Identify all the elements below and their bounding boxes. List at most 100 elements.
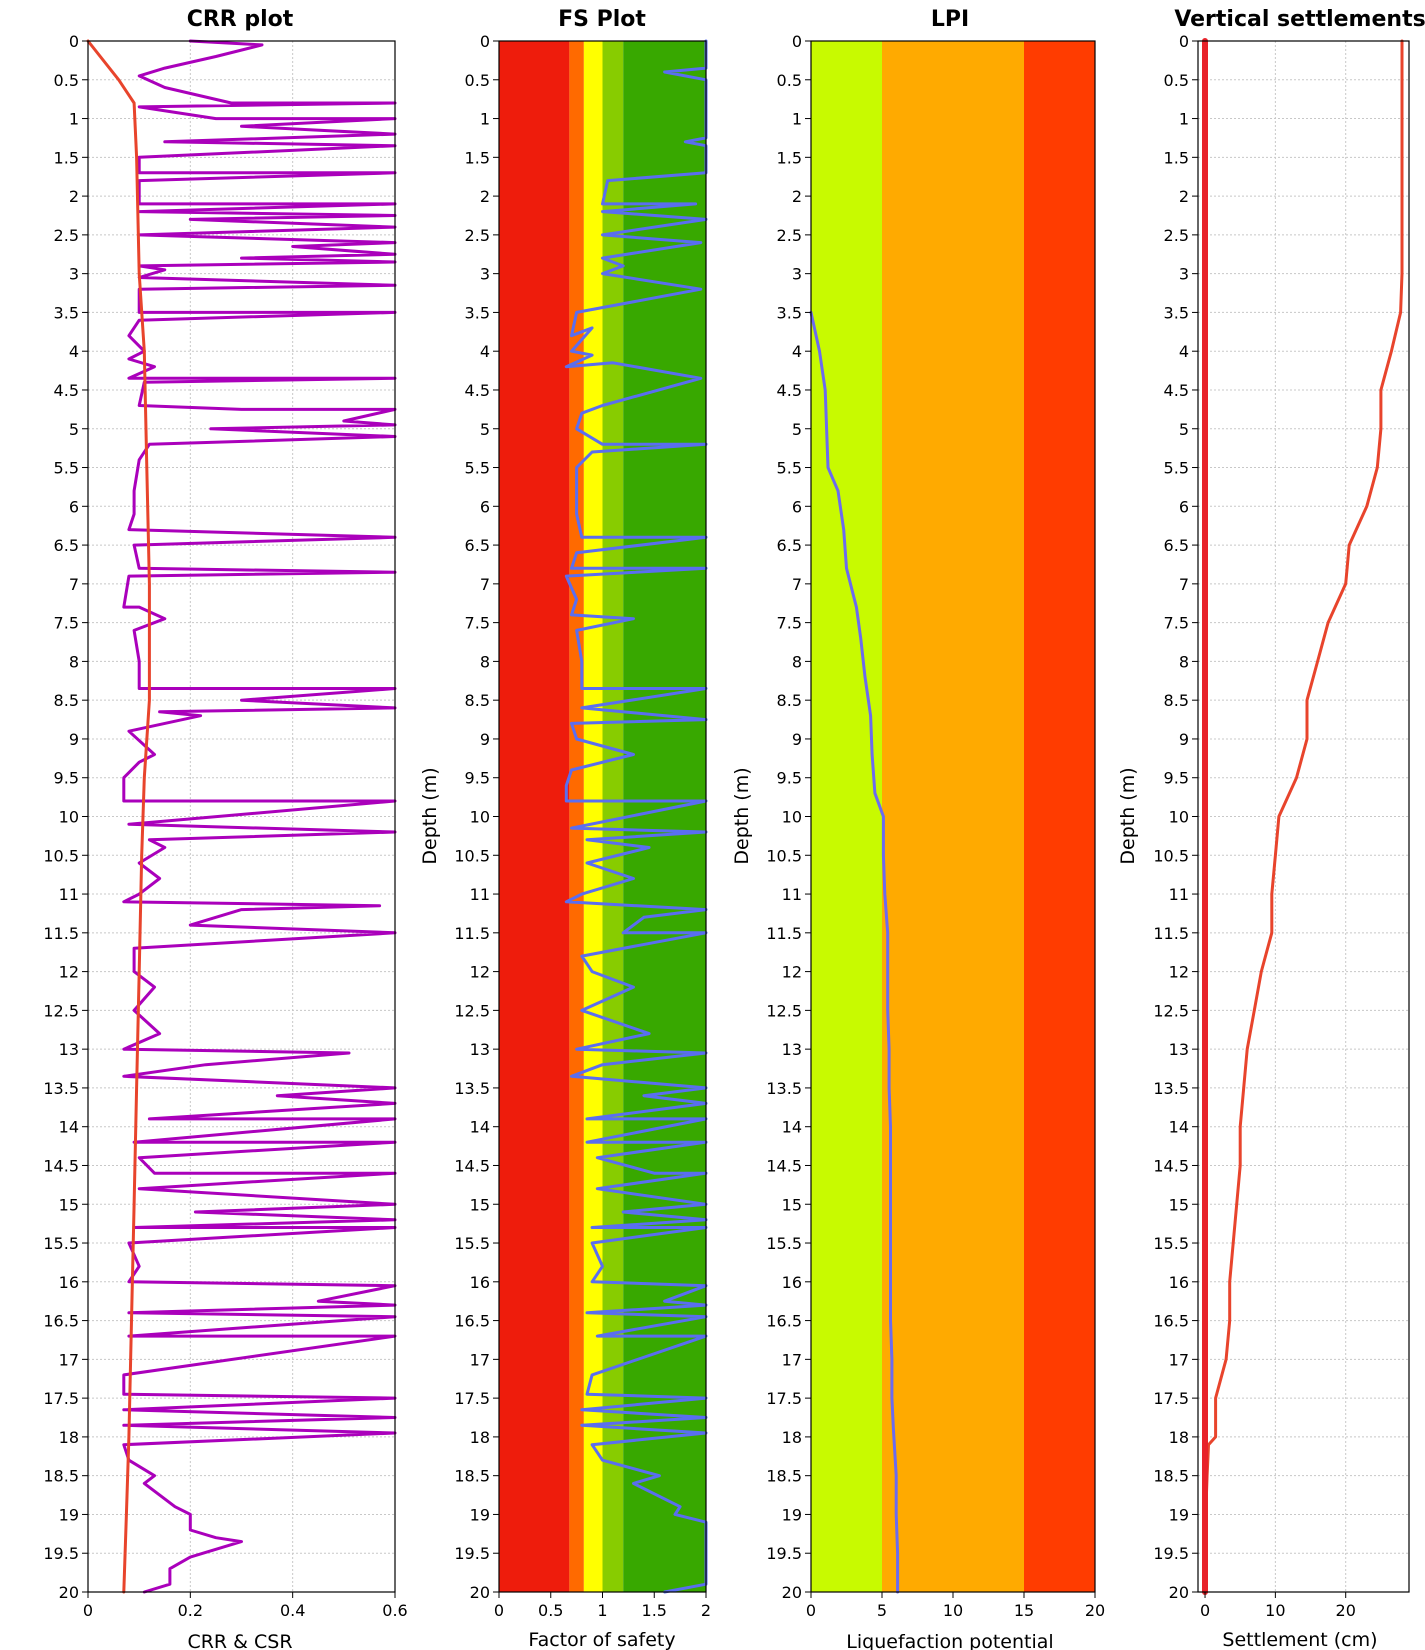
- vs-ytick-label-5: 2.5: [1164, 226, 1189, 245]
- vs-ytick-label-29: 14.5: [1153, 1156, 1189, 1175]
- crr-xtick-label-1: 0.2: [178, 1601, 203, 1620]
- vs-ytick-label-12: 6: [1179, 497, 1189, 516]
- lpi-series: [809, 310, 900, 1594]
- vs-ytick-label-10: 5: [1179, 420, 1189, 439]
- vs-series-0: [1203, 39, 1404, 1594]
- crr-xtick-label-0: 0: [83, 1601, 93, 1620]
- fs-xlabel: Factor of safety: [528, 1629, 675, 1650]
- lpi-ytick-label-10: 5: [792, 420, 802, 439]
- lpi-ylabel: Depth (m): [731, 767, 753, 864]
- fs-title: FS Plot: [558, 7, 646, 32]
- vs-ytick-label-31: 15.5: [1153, 1234, 1189, 1253]
- fs-ytick-label-33: 16.5: [454, 1312, 490, 1331]
- lpi-ytick-label-36: 18: [782, 1428, 802, 1447]
- lpi-ytick-label-7: 3.5: [777, 303, 802, 322]
- fs-xtick-label-1: 0.5: [538, 1601, 563, 1620]
- vs-ytick-label-16: 8: [1179, 652, 1189, 671]
- vs-panel: Vertical settlements 00.511.522.533.544.…: [1117, 7, 1425, 1650]
- fs-ytick-label-38: 19: [470, 1505, 490, 1524]
- crr-ytick-label-13: 6.5: [54, 536, 79, 555]
- fs-ytick-label-18: 9: [480, 730, 490, 749]
- lpi-ytick-label-31: 15.5: [766, 1234, 802, 1253]
- vs-ytick-label-6: 3: [1179, 265, 1189, 284]
- crr-ytick-label-33: 16.5: [43, 1312, 79, 1331]
- vs-ytick-label-7: 3.5: [1164, 303, 1189, 322]
- vs-ytick-label-22: 11: [1169, 885, 1189, 904]
- vs-ytick-label-32: 16: [1169, 1273, 1189, 1292]
- fs-ytick-label-21: 10.5: [454, 846, 490, 865]
- crr-ytick-label-15: 7.5: [54, 614, 79, 633]
- crr-ytick-label-27: 13.5: [43, 1079, 79, 1098]
- crr-series-1: [86, 39, 151, 1594]
- crr-ytick-label-28: 14: [59, 1118, 79, 1137]
- vs-ytick-label-26: 13: [1169, 1040, 1189, 1059]
- lpi-ytick-label-40: 20: [782, 1583, 802, 1602]
- crr-ytick-label-10: 5: [69, 420, 79, 439]
- vs-grid: [1198, 40, 1409, 1593]
- lpi-y-ticks: 00.511.522.533.544.555.566.577.588.599.5…: [766, 32, 811, 1602]
- vs-ytick-label-27: 13.5: [1153, 1079, 1189, 1098]
- lpi-ytick-label-21: 10.5: [766, 846, 802, 865]
- lpi-xtick-label-1: 5: [877, 1601, 887, 1620]
- fs-ytick-label-3: 1.5: [465, 148, 490, 167]
- lpi-ytick-label-18: 9: [792, 730, 802, 749]
- vs-ylabel: Depth (m): [1117, 767, 1139, 864]
- lpi-ytick-label-30: 15: [782, 1195, 802, 1214]
- fs-ytick-label-34: 17: [470, 1350, 490, 1369]
- vs-title: Vertical settlements: [1174, 7, 1425, 32]
- vs-ytick-label-3: 1.5: [1164, 148, 1189, 167]
- fs-y-ticks: 00.511.522.533.544.555.566.577.588.599.5…: [454, 32, 499, 1602]
- lpi-ytick-label-8: 4: [792, 342, 802, 361]
- crr-title: CRR plot: [187, 7, 294, 32]
- fs-ytick-label-2: 1: [480, 110, 490, 129]
- lpi-ytick-label-27: 13.5: [766, 1079, 802, 1098]
- fs-xtick-label-3: 1.5: [642, 1601, 667, 1620]
- fs-band-3: [602, 41, 624, 1592]
- fs-ytick-label-29: 14.5: [454, 1156, 490, 1175]
- vs-ytick-label-40: 20: [1169, 1583, 1189, 1602]
- fs-xtick-label-4: 2: [701, 1601, 711, 1620]
- lpi-xtick-label-4: 20: [1085, 1601, 1105, 1620]
- lpi-ytick-label-20: 10: [782, 808, 802, 827]
- lpi-ytick-label-25: 12.5: [766, 1001, 802, 1020]
- fs-ytick-label-32: 16: [470, 1273, 490, 1292]
- crr-ytick-label-31: 15.5: [43, 1234, 79, 1253]
- lpi-ytick-label-19: 9.5: [777, 769, 802, 788]
- fs-bands: [499, 41, 706, 1592]
- lpi-ytick-label-28: 14: [782, 1118, 802, 1137]
- lpi-ytick-label-15: 7.5: [777, 614, 802, 633]
- lpi-band-0: [811, 41, 882, 1592]
- vs-ytick-label-11: 5.5: [1164, 459, 1189, 478]
- crr-ytick-label-0: 0: [69, 32, 79, 51]
- lpi-xtick-label-0: 0: [806, 1601, 816, 1620]
- crr-ytick-label-39: 19.5: [43, 1544, 79, 1563]
- crr-ytick-label-26: 13: [59, 1040, 79, 1059]
- crr-ytick-label-38: 19: [59, 1505, 79, 1524]
- lpi-ytick-label-34: 17: [782, 1350, 802, 1369]
- lpi-ytick-label-35: 17.5: [766, 1389, 802, 1408]
- vs-ytick-label-1: 0.5: [1164, 71, 1189, 90]
- lpi-ytick-label-32: 16: [782, 1273, 802, 1292]
- crr-ytick-label-19: 9.5: [54, 769, 79, 788]
- crr-ytick-label-21: 10.5: [43, 846, 79, 865]
- vs-ytick-label-17: 8.5: [1164, 691, 1189, 710]
- crr-panel: CRR plot 00.511.522.533.544.555.566.577.…: [43, 7, 407, 1650]
- fs-ytick-label-15: 7.5: [465, 614, 490, 633]
- vs-xlabel: Settlement (cm): [1222, 1629, 1377, 1650]
- lpi-ytick-label-23: 11.5: [766, 924, 802, 943]
- vs-xtick-label-0: 0: [1200, 1601, 1210, 1620]
- fs-xtick-label-2: 1: [597, 1601, 607, 1620]
- lpi-ytick-label-0: 0: [792, 32, 802, 51]
- lpi-ytick-label-13: 6.5: [777, 536, 802, 555]
- fs-ytick-label-39: 19.5: [454, 1544, 490, 1563]
- fs-ytick-label-10: 5: [480, 420, 490, 439]
- vs-y-ticks: 00.511.522.533.544.555.566.577.588.599.5…: [1153, 32, 1198, 1602]
- vs-ytick-label-21: 10.5: [1153, 846, 1189, 865]
- lpi-ytick-label-9: 4.5: [777, 381, 802, 400]
- fs-ytick-label-25: 12.5: [454, 1001, 490, 1020]
- lpi-ytick-label-12: 6: [792, 497, 802, 516]
- lpi-ytick-label-37: 18.5: [766, 1467, 802, 1486]
- vs-ytick-label-8: 4: [1179, 342, 1189, 361]
- crr-ytick-label-35: 17.5: [43, 1389, 79, 1408]
- fs-ytick-label-11: 5.5: [465, 459, 490, 478]
